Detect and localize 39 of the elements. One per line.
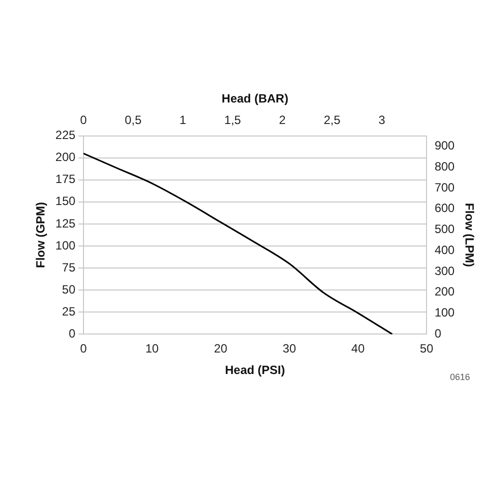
- y2-tick-label: 800: [434, 159, 455, 174]
- y-tick-label: 150: [55, 194, 76, 208]
- y-tick-label: 225: [55, 128, 76, 142]
- y2-axis-title: Flow (LPM): [462, 203, 476, 267]
- line-series: [83, 152, 394, 334]
- x2-tick-label: 1: [180, 112, 187, 127]
- y-tick-label: 50: [62, 282, 76, 296]
- x-tick-label: 0: [80, 342, 88, 356]
- x2-tick-label: 1,5: [224, 112, 242, 127]
- y-tick-label: 100: [55, 238, 76, 252]
- y2-tick-label: 500: [434, 222, 455, 236]
- y2-tick-label: 300: [434, 264, 455, 278]
- x2-tick-label: 0,5: [124, 112, 142, 127]
- x-tick-label: 30: [282, 342, 296, 356]
- y2-tick-label: 200: [434, 284, 455, 299]
- x-tick-label: 40: [351, 342, 365, 356]
- x2-tick-label: 0: [80, 112, 88, 127]
- text: 0616: [450, 372, 470, 382]
- y2-tick-label: 900: [434, 138, 455, 153]
- y2-tick-label: 600: [434, 201, 455, 216]
- y-axis-title: Flow (GPM): [34, 202, 48, 268]
- y-tick-label: 125: [55, 216, 76, 230]
- x-axis-title: Head (PSI): [224, 363, 286, 378]
- x2-tick-label: 3: [378, 112, 386, 127]
- y-tick-label: 0: [68, 326, 76, 341]
- x-tick-label: 20: [214, 342, 228, 356]
- y2-tick-label: 700: [434, 180, 455, 194]
- y2-tick-label: 100: [434, 306, 455, 320]
- x2-tick-label: 2: [279, 112, 286, 127]
- y-tick-label: 175: [55, 172, 76, 186]
- y-tick-label: 200: [55, 150, 76, 164]
- y2-tick-label: 0: [434, 326, 442, 341]
- y2-tick-label: 400: [434, 242, 455, 257]
- x-tick-label: 50: [420, 342, 434, 356]
- x2-tick-label: 2,5: [324, 112, 341, 127]
- x-tick-label: 10: [145, 342, 160, 356]
- y-tick-label: 25: [62, 304, 76, 318]
- x2-axis-title: Head (BAR): [222, 92, 288, 106]
- y-tick-label: 75: [62, 260, 76, 274]
